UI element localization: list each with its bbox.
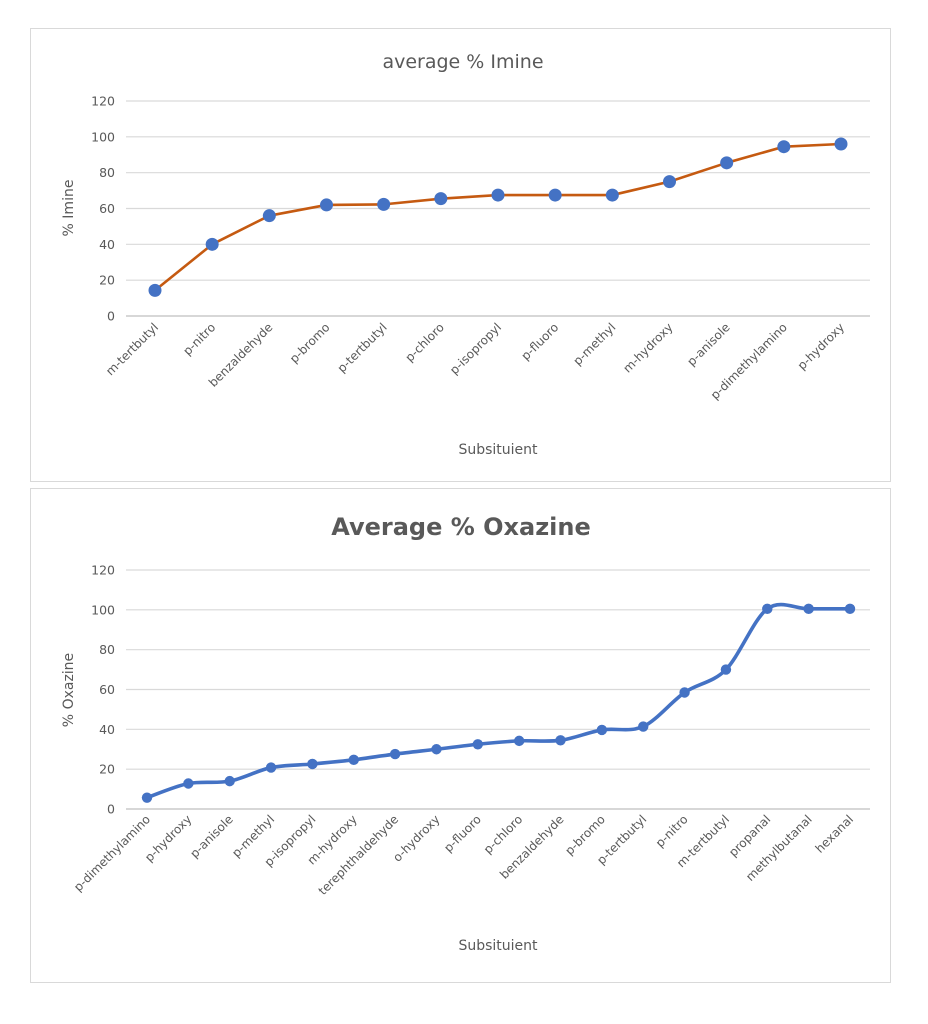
- data-point: [262, 209, 276, 223]
- x-tick-label: p-tertbutyl: [335, 320, 390, 375]
- y-tick-label: 0: [107, 309, 115, 324]
- chart-title: Average % Oxazine: [331, 513, 591, 541]
- data-point: [224, 775, 235, 787]
- data-point: [205, 237, 219, 251]
- x-tick-label: p-chloro: [403, 320, 447, 364]
- data-point: [348, 754, 359, 766]
- x-tick-label: p-hydroxy: [795, 320, 847, 372]
- y-tick-label: 100: [91, 602, 115, 617]
- y-tick-label: 60: [99, 201, 115, 216]
- data-point: [605, 188, 619, 202]
- data-point: [762, 603, 773, 615]
- y-tick-label: 60: [99, 682, 115, 697]
- data-point: [844, 603, 856, 615]
- series-line: [153, 142, 843, 292]
- x-tick-labels: p-dimethylaminop-hydroxyp-anisolep-methy…: [71, 812, 856, 898]
- data-point: [472, 739, 484, 750]
- x-tick-label: hexanal: [813, 812, 857, 856]
- data-point: [663, 175, 676, 189]
- x-tick-label: terephthaldehyde: [316, 812, 402, 898]
- y-tick-labels: 0 20 40 60 80 100 120: [91, 563, 115, 817]
- data-point: [141, 792, 153, 803]
- x-tick-label: p-anisole: [684, 320, 732, 368]
- data-point: [431, 744, 442, 755]
- data-point: [777, 140, 791, 154]
- data-point: [679, 687, 690, 698]
- chart-title: average % Imine: [382, 51, 543, 73]
- x-tick-label: p-dimethylamino: [71, 812, 153, 894]
- gridlines: [126, 569, 870, 810]
- data-point: [513, 735, 525, 747]
- data-point: [491, 188, 505, 202]
- x-tick-label: p-nitro: [180, 320, 218, 358]
- x-axis-label: Subsituient: [458, 442, 538, 458]
- data-points: [148, 137, 848, 297]
- y-tick-label: 0: [107, 802, 115, 817]
- x-axis-label: Subsituient: [458, 938, 538, 954]
- gridlines: [126, 100, 870, 317]
- data-point: [377, 197, 391, 211]
- data-point: [720, 664, 732, 675]
- x-tick-label: p-methyl: [571, 320, 619, 368]
- x-tick-label: m-hydroxy: [620, 320, 675, 375]
- data-point: [307, 758, 318, 770]
- y-tick-label: 120: [91, 94, 115, 109]
- data-point: [389, 748, 401, 760]
- x-tick-label: p-fluoro: [441, 812, 484, 855]
- oxazine-chart: Average % Oxazine 0 20 40 60 80 100 120 % Oxaz…: [61, 513, 870, 954]
- y-tick-labels: 0 20 40 60 80 100 120: [91, 94, 115, 324]
- data-point: [548, 188, 562, 202]
- y-tick-label: 120: [91, 563, 115, 578]
- data-point: [596, 724, 608, 736]
- data-point: [803, 603, 814, 615]
- data-point: [183, 778, 194, 789]
- data-point: [720, 156, 734, 170]
- x-tick-label: p-anisole: [187, 812, 235, 860]
- data-point: [265, 762, 277, 773]
- data-point: [834, 137, 848, 151]
- data-point: [148, 283, 162, 297]
- x-tick-label: m-tertbutyl: [103, 320, 161, 378]
- x-tick-label: p-bromo: [287, 320, 333, 366]
- data-point: [434, 192, 448, 206]
- x-tick-label: p-isopropyl: [447, 320, 504, 377]
- y-tick-label: 80: [99, 642, 115, 657]
- y-tick-label: 40: [99, 722, 115, 737]
- data-point: [638, 721, 649, 732]
- y-tick-label: 100: [91, 129, 115, 144]
- data-point: [320, 198, 333, 212]
- x-tick-label: p-fluoro: [519, 320, 562, 363]
- y-tick-label: 80: [99, 165, 115, 180]
- imine-chart-panel: [30, 28, 891, 482]
- data-points: [141, 603, 856, 803]
- y-axis-label: % Oxazine: [61, 653, 77, 727]
- y-axis-label: % Imine: [61, 180, 77, 237]
- y-tick-label: 40: [99, 237, 115, 252]
- y-tick-label: 20: [99, 762, 115, 777]
- y-tick-label: 20: [99, 273, 115, 288]
- x-tick-label: p-nitro: [653, 812, 691, 850]
- data-point: [555, 735, 566, 746]
